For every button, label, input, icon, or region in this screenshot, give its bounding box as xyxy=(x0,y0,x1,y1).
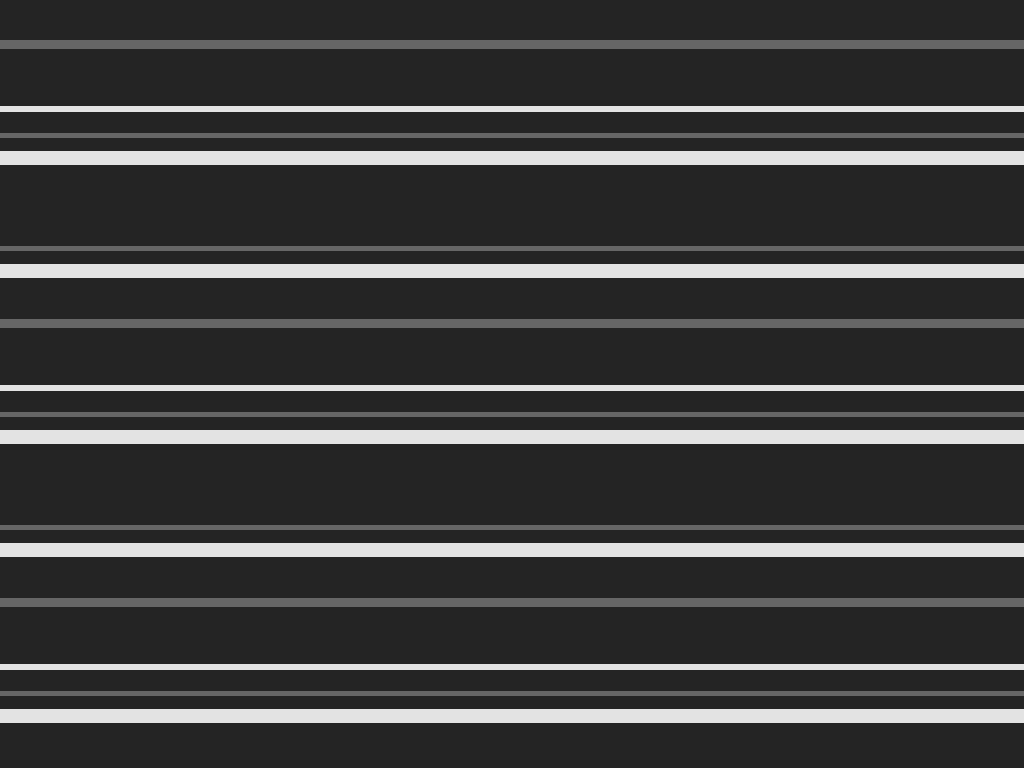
stripe xyxy=(0,691,1024,696)
stripe xyxy=(0,133,1024,138)
stripe xyxy=(0,264,1024,278)
stripe xyxy=(0,151,1024,165)
stripe xyxy=(0,430,1024,444)
stripe xyxy=(0,40,1024,49)
stripe xyxy=(0,106,1024,112)
stripe xyxy=(0,598,1024,607)
stripe xyxy=(0,525,1024,530)
stripe xyxy=(0,246,1024,251)
stripe xyxy=(0,412,1024,417)
stripe xyxy=(0,664,1024,670)
stripe xyxy=(0,709,1024,723)
stripe xyxy=(0,385,1024,391)
stripe xyxy=(0,543,1024,557)
stripe xyxy=(0,319,1024,328)
